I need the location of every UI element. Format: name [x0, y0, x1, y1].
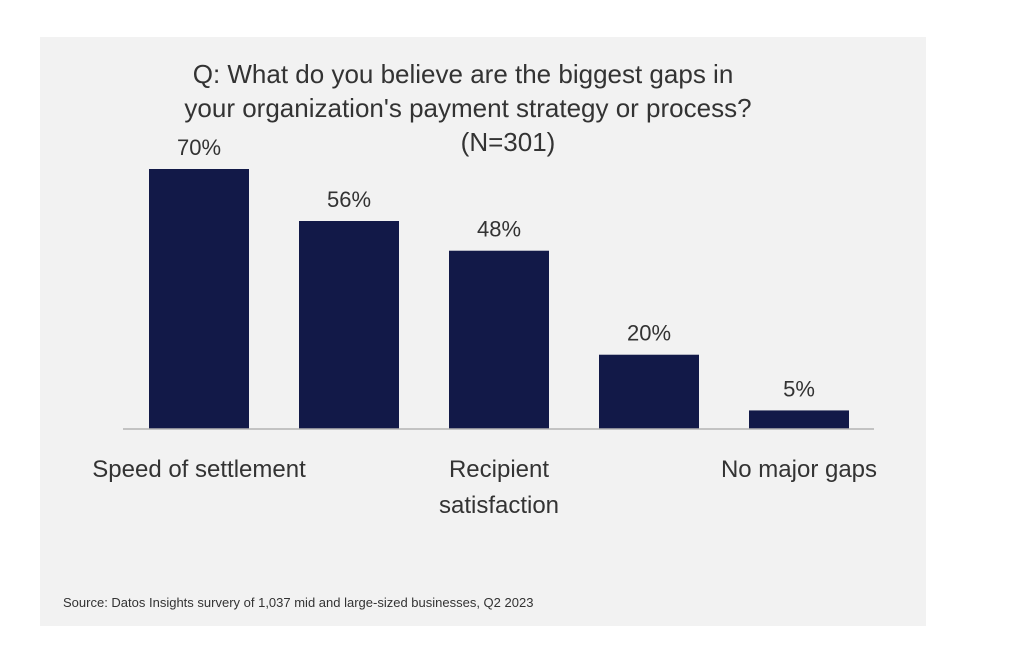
bar-value-label-2: 56%: [327, 187, 371, 212]
bar-value-label-5: 5%: [783, 376, 815, 401]
bar-value-label-1: 70%: [177, 135, 221, 160]
bar-chart: 70% 56% 48% 20% 5% Speed of settlement Recipie…: [92, 135, 877, 519]
chart-title-line-3: (N=301): [460, 127, 556, 157]
bar-value-label-3: 48%: [477, 217, 521, 242]
bar-2: [299, 221, 399, 429]
bar-1: [149, 169, 249, 429]
source-note: Source: Datos Insights survery of 1,037 …: [63, 595, 534, 610]
chart-title: Q: What do you believe are the biggest g…: [40, 57, 926, 159]
x-tick-label-1-line-1: Speed of settlement: [92, 456, 306, 483]
bar-4: [599, 354, 699, 429]
chart-title-line-2: your organization's payment strategy or …: [184, 93, 752, 123]
x-tick-label-3-line-2: satisfaction: [439, 492, 559, 519]
bar-3: [449, 250, 549, 429]
x-tick-label-3-line-1: Recipient: [449, 456, 549, 483]
bar-5: [749, 410, 849, 429]
chart-panel: Q: What do you believe are the biggest g…: [40, 37, 926, 626]
bar-value-label-4: 20%: [627, 321, 671, 346]
x-tick-label-5-line-1: No major gaps: [721, 456, 877, 483]
chart-title-line-1: Q: What do you believe are the biggest g…: [192, 59, 734, 89]
